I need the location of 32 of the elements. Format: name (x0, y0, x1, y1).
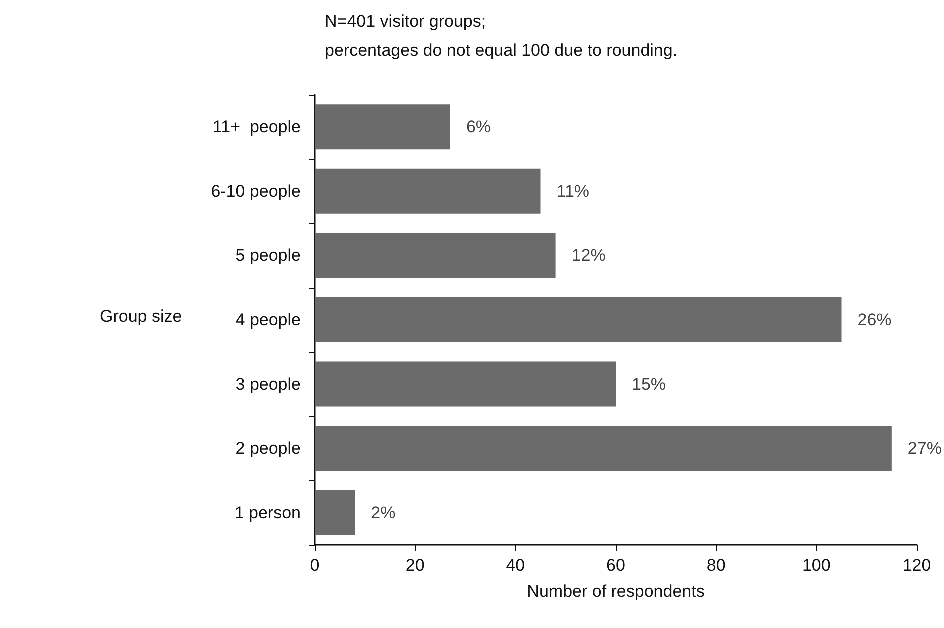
y-tick-label: 11+ people (212, 118, 301, 137)
chart-subtitle: percentages do not equal 100 due to rounding. (325, 41, 678, 60)
x-tick-label: 40 (506, 556, 526, 575)
annotation: 26% (858, 310, 892, 330)
x-tick-label: 20 (406, 556, 425, 575)
y-tick-label: 5 people (236, 246, 301, 266)
bar (315, 490, 356, 536)
annotation: 11% (556, 182, 590, 201)
x-tick-label: 80 (706, 556, 726, 575)
annotation: 12% (572, 246, 606, 266)
bar (315, 362, 616, 407)
x-tick-label: 100 (802, 556, 831, 575)
y-tick-label: 3 people (236, 374, 301, 394)
y-axis-title: Group size (100, 307, 182, 326)
x-tick-label: 120 (902, 556, 932, 575)
annotation: 27% (908, 439, 942, 458)
x-tick-label: 0 (310, 556, 320, 575)
y-tick-label: 4 people (236, 310, 301, 330)
annotation: 2% (371, 503, 396, 522)
bar (315, 104, 450, 150)
y-tick-label: 1 person (234, 503, 301, 522)
annotation: 6% (466, 118, 492, 137)
x-axis-title: Number of respondents (527, 582, 705, 601)
y-tick-label: 6-10 people (211, 182, 301, 201)
x-tick-label: 60 (606, 556, 626, 575)
bar (315, 168, 541, 214)
bar (315, 426, 892, 472)
bar (315, 298, 842, 342)
y-tick-label: 2 people (236, 439, 301, 458)
bar (315, 233, 556, 278)
annotation: 15% (632, 374, 666, 394)
chart-title: N=401 visitor groups; (325, 12, 486, 31)
